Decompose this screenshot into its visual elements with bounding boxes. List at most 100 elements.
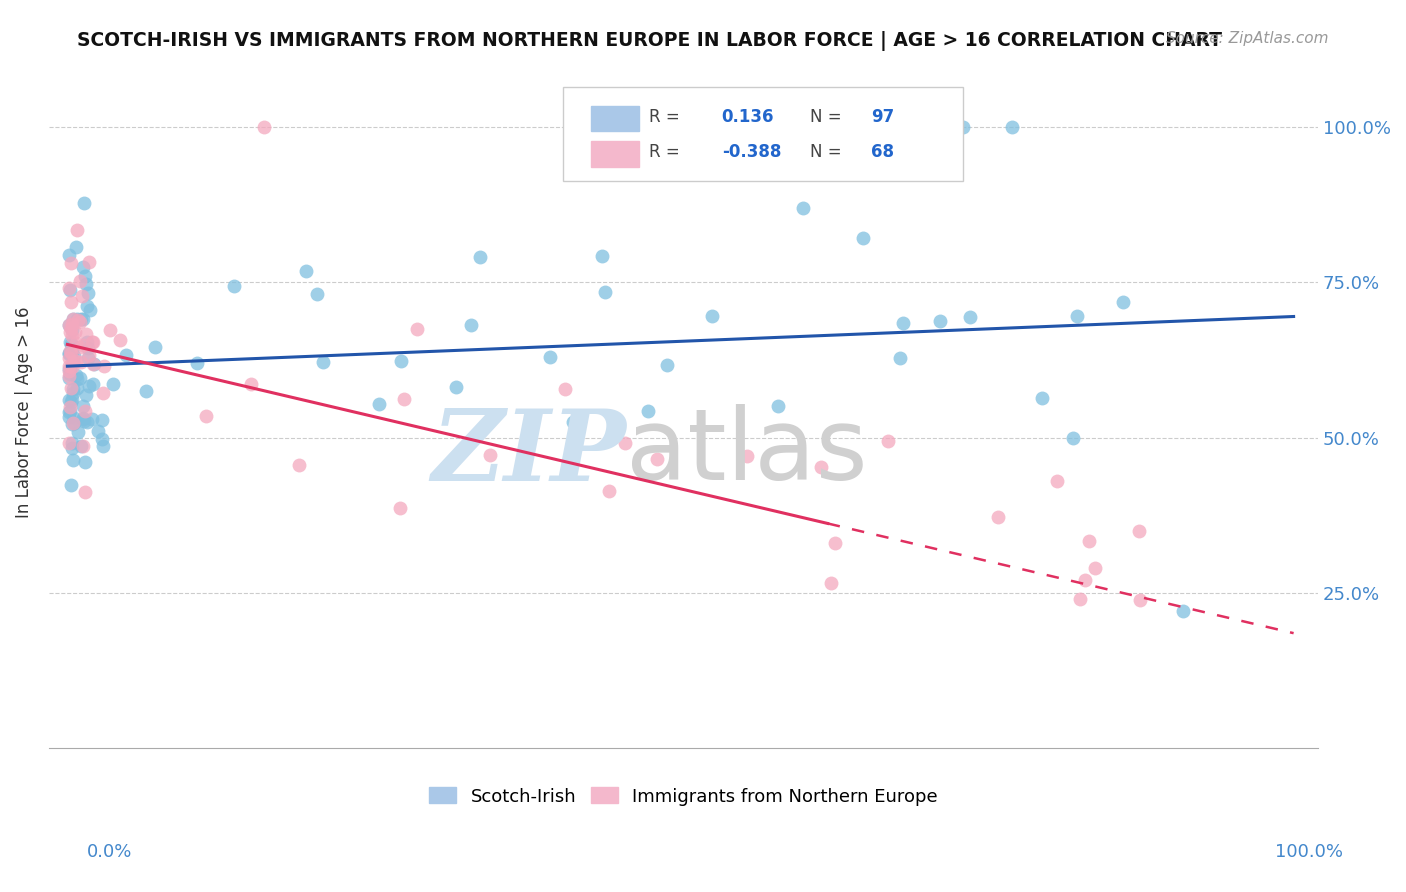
Point [59, 367, 82, 381]
Point [1084, 561, 1107, 575]
Point [76, 341, 98, 355]
Point [655, 358, 678, 372]
Point [76, 335, 98, 350]
Point [62, 355, 84, 369]
Point [60, 323, 83, 337]
Point [59, 394, 82, 409]
Y-axis label: In Labor Force | Age > 16: In Labor Force | Age > 16 [15, 307, 32, 518]
Point [91, 439, 114, 453]
Point [388, 501, 411, 516]
Point [367, 397, 389, 411]
Point [62, 416, 84, 430]
Point [58, 393, 80, 408]
Point [59, 320, 82, 334]
Point [312, 355, 335, 369]
Point [591, 249, 613, 263]
Point [647, 451, 669, 466]
Point [66, 372, 89, 386]
Point [134, 384, 156, 398]
Point [77, 348, 100, 362]
Point [60, 328, 83, 343]
Point [195, 409, 218, 423]
Point [468, 250, 491, 264]
Point [66, 425, 89, 440]
Point [70, 289, 93, 303]
Point [460, 318, 482, 332]
Point [59, 283, 82, 297]
Point [554, 382, 576, 396]
Point [65, 353, 87, 368]
Point [59, 346, 82, 360]
Text: N =: N = [810, 108, 848, 126]
Point [766, 399, 789, 413]
Point [1078, 534, 1101, 549]
Point [62, 416, 84, 430]
Point [1046, 474, 1069, 488]
Bar [591, 142, 640, 167]
Point [72, 260, 94, 274]
Point [58, 364, 80, 378]
Point [59, 345, 82, 359]
Point [82, 334, 104, 349]
Point [66, 222, 89, 236]
Point [72, 338, 94, 352]
Point [58, 347, 80, 361]
Point [62, 382, 84, 396]
Point [108, 334, 131, 348]
Point [76, 415, 98, 429]
Text: 97: 97 [872, 108, 894, 126]
Point [288, 458, 311, 472]
Point [58, 359, 80, 373]
Point [65, 240, 87, 254]
Point [66, 313, 89, 327]
Point [824, 536, 846, 550]
Point [60, 441, 83, 455]
Point [735, 449, 758, 463]
Point [72, 439, 94, 453]
Point [79, 303, 101, 318]
Point [62, 339, 84, 353]
Point [60, 344, 83, 359]
Point [75, 268, 97, 283]
Point [72, 399, 94, 413]
Text: N =: N = [810, 143, 848, 161]
Point [952, 120, 974, 135]
Point [77, 285, 100, 300]
Point [75, 455, 97, 469]
Point [69, 274, 91, 288]
Point [72, 311, 94, 326]
Point [58, 281, 80, 295]
Point [72, 410, 94, 425]
Point [73, 414, 96, 428]
Point [1173, 604, 1195, 618]
Point [103, 377, 125, 392]
Legend: Scotch-Irish, Immigrants from Northern Europe: Scotch-Irish, Immigrants from Northern E… [422, 780, 945, 813]
Point [59, 343, 82, 358]
Point [70, 311, 93, 326]
Point [75, 388, 97, 402]
Point [62, 355, 84, 369]
Point [93, 359, 115, 374]
Point [222, 279, 245, 293]
Point [1066, 310, 1088, 324]
Point [77, 379, 100, 393]
Text: Source: ZipAtlas.com: Source: ZipAtlas.com [1166, 31, 1329, 46]
Point [389, 354, 412, 368]
Text: 0.136: 0.136 [721, 108, 775, 126]
Point [305, 287, 328, 301]
Point [60, 359, 83, 374]
Point [75, 277, 97, 291]
Point [91, 413, 114, 427]
Point [90, 432, 112, 446]
Point [65, 325, 87, 339]
Point [143, 340, 166, 354]
Point [889, 351, 911, 365]
Point [73, 485, 96, 500]
Point [479, 448, 502, 462]
Point [295, 263, 318, 277]
Point [59, 325, 82, 339]
Point [60, 317, 83, 331]
Point [59, 334, 82, 349]
Point [82, 357, 104, 371]
Point [1031, 391, 1053, 405]
